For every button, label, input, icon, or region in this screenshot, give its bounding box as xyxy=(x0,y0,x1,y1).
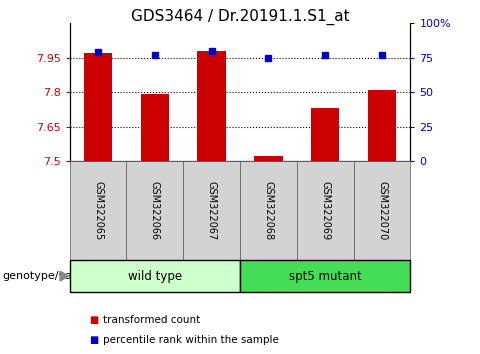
Text: wild type: wild type xyxy=(128,270,182,282)
Bar xyxy=(141,94,169,161)
Text: ■: ■ xyxy=(89,335,98,345)
Text: GSM322068: GSM322068 xyxy=(264,181,274,240)
Text: percentile rank within the sample: percentile rank within the sample xyxy=(103,335,279,345)
Text: GSM322066: GSM322066 xyxy=(150,181,160,240)
Bar xyxy=(84,53,112,161)
Text: genotype/variation: genotype/variation xyxy=(2,271,108,281)
Bar xyxy=(254,156,283,161)
Text: GSM322065: GSM322065 xyxy=(93,181,103,240)
Text: GDS3464 / Dr.20191.1.S1_at: GDS3464 / Dr.20191.1.S1_at xyxy=(131,9,349,25)
Bar xyxy=(197,51,226,161)
Text: GSM322070: GSM322070 xyxy=(377,181,387,240)
Text: GSM322067: GSM322067 xyxy=(206,181,216,240)
Text: spt5 mutant: spt5 mutant xyxy=(289,270,361,282)
Bar xyxy=(311,108,339,161)
Text: transformed count: transformed count xyxy=(103,315,201,325)
Text: ■: ■ xyxy=(89,315,98,325)
Text: GSM322069: GSM322069 xyxy=(320,181,330,240)
Bar xyxy=(368,90,396,161)
